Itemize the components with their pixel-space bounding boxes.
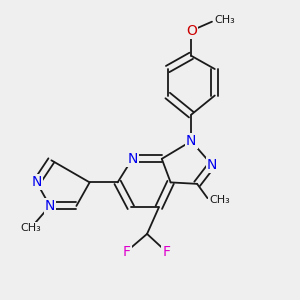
Text: O: O (186, 24, 197, 38)
Text: CH₃: CH₃ (209, 195, 230, 205)
Text: N: N (127, 152, 137, 166)
Text: F: F (162, 244, 170, 259)
Text: CH₃: CH₃ (215, 15, 236, 26)
Text: N: N (32, 176, 42, 189)
Text: CH₃: CH₃ (20, 223, 41, 233)
Text: F: F (122, 244, 130, 259)
Text: N: N (186, 134, 196, 148)
Text: N: N (207, 158, 217, 172)
Text: N: N (45, 199, 55, 213)
